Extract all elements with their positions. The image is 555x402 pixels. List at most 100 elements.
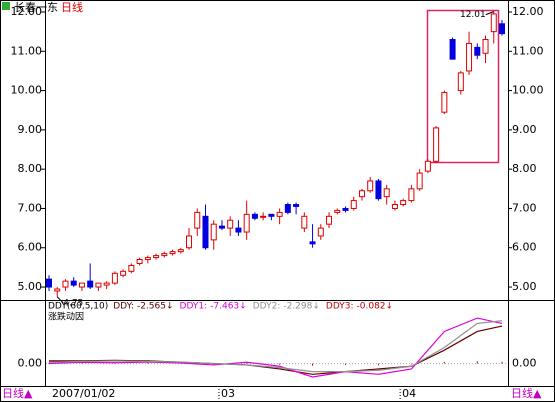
y-tick-label-right: 6.00	[512, 241, 537, 254]
candle-body	[449, 39, 456, 60]
y-tick-label: 11.00	[11, 44, 43, 57]
candle-body	[95, 282, 102, 288]
candle-body	[367, 180, 374, 192]
candle-body	[317, 227, 324, 237]
candle-body	[235, 227, 242, 233]
candle-body	[251, 213, 258, 219]
candle-body	[482, 39, 489, 54]
indicator-title: DDY(60,5,10)	[48, 302, 108, 312]
candle-body	[499, 23, 505, 35]
y-tick-label-right: 9.00	[512, 123, 537, 136]
legend-name: DDY2:	[253, 302, 281, 312]
annotation-leader	[485, 11, 494, 16]
annotation-high: 12.01	[460, 10, 486, 20]
candle-body	[391, 204, 398, 209]
indicator-line	[48, 320, 503, 373]
candle-body	[466, 42, 473, 72]
candle-body	[78, 282, 85, 288]
candle-body	[54, 288, 61, 292]
candle-body	[46, 278, 52, 288]
candle-body	[62, 280, 69, 288]
candle-body	[153, 255, 160, 259]
y-tick-label: 7.00	[18, 201, 43, 214]
candle-body	[375, 180, 382, 200]
x-tick-label: 04	[402, 387, 416, 400]
y-tick-label-right: 7.00	[512, 201, 537, 214]
candle-body	[177, 249, 184, 253]
candle-body	[144, 257, 151, 261]
candle-body	[441, 92, 448, 113]
candle-body	[169, 251, 176, 255]
indicator-line	[48, 317, 503, 378]
legend-readout: -7.463↓	[210, 302, 247, 312]
indicator-subtitle: 涨跌动因	[48, 312, 84, 323]
highlight-box	[426, 9, 500, 164]
candle-body	[243, 213, 250, 233]
y-tick-label-right: 8.00	[512, 162, 537, 175]
y-tick-label-right: 11.00	[512, 44, 544, 57]
y-tick-label-right: 10.00	[512, 84, 544, 97]
candle-body	[260, 215, 267, 218]
legend-readout: -2.565↓	[137, 302, 174, 312]
candle-body	[309, 241, 316, 245]
candle-body	[218, 225, 225, 229]
candle-body	[227, 219, 234, 229]
x-tick-label: 2007/01/02	[52, 387, 115, 400]
footer-right[interactable]: 日线▲	[511, 386, 542, 400]
candle-body	[474, 46, 481, 56]
y-tick-label: 6.00	[18, 241, 43, 254]
y-tick-label-right: 5.00	[512, 280, 537, 293]
y-tick-label: 12.00	[11, 5, 43, 18]
candle-body	[416, 172, 423, 190]
legend-name: DDY1:	[180, 302, 208, 312]
candle-body	[268, 213, 275, 217]
candle-body	[210, 223, 217, 241]
y-tick-label: 10.00	[11, 84, 43, 97]
y-tick-label-right: 0.00	[512, 357, 537, 370]
candle-body	[334, 209, 341, 213]
candle-body	[383, 188, 390, 198]
candle-body	[358, 190, 365, 198]
candle-body	[284, 204, 291, 213]
candle-body	[161, 253, 168, 257]
candle-body	[433, 127, 440, 162]
candle-body	[293, 204, 300, 207]
candle-body	[70, 280, 77, 286]
candle-body	[350, 200, 357, 209]
candle-body	[120, 270, 127, 276]
candle-body	[400, 200, 407, 206]
candle-body	[194, 211, 201, 229]
candle-body	[276, 211, 283, 217]
legend-readout: -2.298↓	[283, 302, 320, 312]
candle-body	[202, 215, 209, 249]
candle-body	[87, 280, 94, 288]
y-tick-label: 0.00	[18, 357, 43, 370]
candle-body	[301, 215, 308, 229]
candle-body	[136, 259, 143, 264]
y-tick-label: 9.00	[18, 123, 43, 136]
icon	[2, 2, 10, 10]
candle-body	[103, 282, 110, 286]
y-tick-label: 5.00	[18, 280, 43, 293]
footer-left[interactable]: 日线▲	[2, 386, 33, 400]
candle-body	[342, 207, 349, 211]
legend-readout: -0.082↓	[357, 302, 394, 312]
y-tick-label: 8.00	[18, 162, 43, 175]
candle-body	[490, 13, 497, 33]
candle-body	[424, 160, 431, 172]
x-tick-label: 03	[221, 387, 235, 400]
period: 日线	[61, 0, 83, 14]
candle-body	[457, 72, 464, 92]
candle-body	[408, 188, 415, 202]
y-tick-label-right: 12.00	[512, 5, 544, 18]
candle-body	[111, 272, 118, 284]
chart-title: 长春一东	[14, 1, 58, 14]
candle-body	[186, 235, 193, 249]
annotation-low: 4.75	[63, 298, 83, 308]
legend-name: DDY:	[113, 302, 134, 312]
candle-body	[128, 264, 135, 272]
annotation-leader	[56, 296, 64, 304]
candle-body	[326, 215, 333, 225]
legend-name: DDY3:	[326, 302, 354, 312]
